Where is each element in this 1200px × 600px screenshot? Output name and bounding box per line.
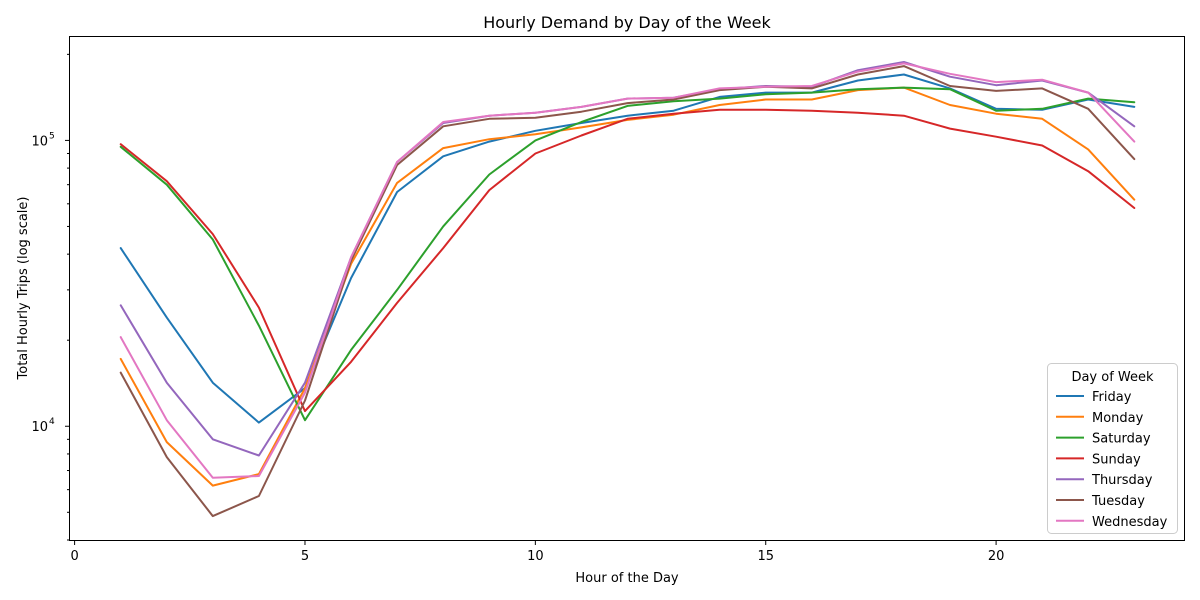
legend-label-wednesday: Wednesday xyxy=(1092,515,1168,530)
series-line-tuesday xyxy=(119,65,1136,518)
x-axis-ticks: 0 5 10 15 20 xyxy=(70,540,1004,564)
legend-label-friday: Friday xyxy=(1092,390,1132,405)
series-line-sunday xyxy=(119,108,1136,413)
y-tick-exponent: 5 xyxy=(49,131,55,141)
chart-title: Hourly Demand by Day of the Week xyxy=(483,13,771,32)
y-tick-exponent: 4 xyxy=(49,417,55,427)
legend-box xyxy=(1047,363,1178,534)
x-tick-label: 10 xyxy=(527,549,544,564)
x-tick-label: 15 xyxy=(757,549,774,564)
plot-frame xyxy=(69,36,1185,541)
y-tick-label: 10 xyxy=(31,134,48,149)
legend-title: Day of Week xyxy=(1071,370,1154,385)
y-tick-base: 10 xyxy=(31,420,48,435)
y-tick-label: 10 xyxy=(31,420,48,435)
plot-area xyxy=(69,36,1185,541)
y-tick-base: 10 xyxy=(31,134,48,149)
x-tick-label: 20 xyxy=(988,549,1005,564)
legend-label-tuesday: Tuesday xyxy=(1091,494,1145,509)
legend: Day of Week Friday Monday Saturday Sunday Th… xyxy=(1047,363,1178,534)
legend-label-saturday: Saturday xyxy=(1092,432,1151,447)
series-line-saturday xyxy=(119,86,1136,422)
series-line-monday xyxy=(119,86,1136,487)
series-line-friday xyxy=(119,73,1136,424)
legend-label-monday: Monday xyxy=(1092,411,1144,426)
x-axis-label: Hour of the Day xyxy=(575,571,679,586)
x-tick-label: 5 xyxy=(301,549,309,564)
y-axis-label: Total Hourly Trips (log scale) xyxy=(16,197,31,381)
x-tick-label: 0 xyxy=(70,549,78,564)
legend-label-sunday: Sunday xyxy=(1092,452,1141,467)
series-line-wednesday xyxy=(119,62,1136,479)
series-group xyxy=(119,61,1136,518)
legend-label-thursday: Thursday xyxy=(1091,473,1153,488)
legend-items: Friday Monday Saturday Sunday Thursday Tuesda… xyxy=(1056,390,1168,530)
